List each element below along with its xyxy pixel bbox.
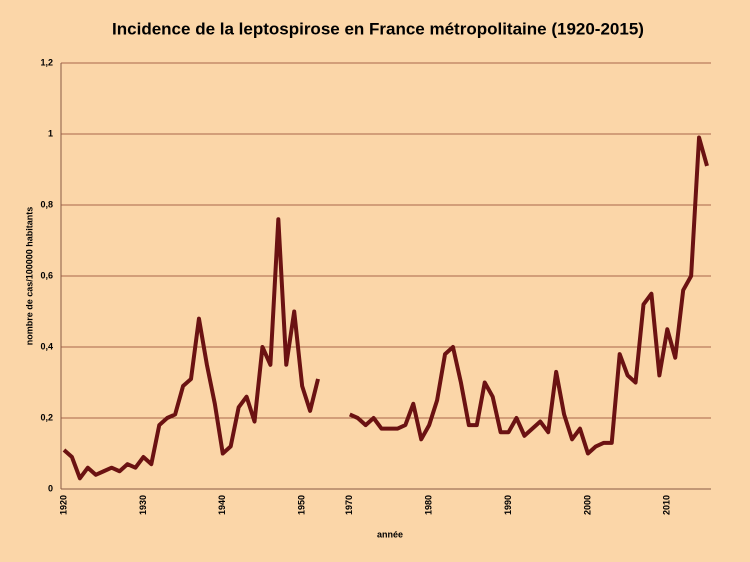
x-tick-label: 1920 xyxy=(58,495,68,515)
x-tick-label: 1940 xyxy=(217,495,227,515)
x-tick-label: 1930 xyxy=(138,495,148,515)
x-tick-label: 1950 xyxy=(297,495,307,515)
y-tick-label: 0,8 xyxy=(40,199,53,209)
x-tick-label: 2000 xyxy=(582,495,592,515)
y-tick-label: 0,2 xyxy=(40,412,53,422)
y-tick-label: 1 xyxy=(48,128,53,138)
y-tick-label: 1,2 xyxy=(40,57,53,67)
y-axis-label: nombre de cas/100000 habitants xyxy=(24,207,34,346)
x-axis-label: année xyxy=(377,529,403,539)
data-line xyxy=(62,135,709,481)
chart-title: Incidence de la leptospirose en France m… xyxy=(112,19,644,38)
y-tick-label: 0,6 xyxy=(40,270,53,280)
x-tick-label: 2010 xyxy=(662,495,672,515)
x-tick-label: 1970 xyxy=(344,495,354,515)
x-tick-label: 1990 xyxy=(503,495,513,515)
x-tick-label: 1980 xyxy=(424,495,434,515)
y-tick-label: 0,4 xyxy=(40,341,53,351)
y-tick-label: 0 xyxy=(48,483,53,493)
